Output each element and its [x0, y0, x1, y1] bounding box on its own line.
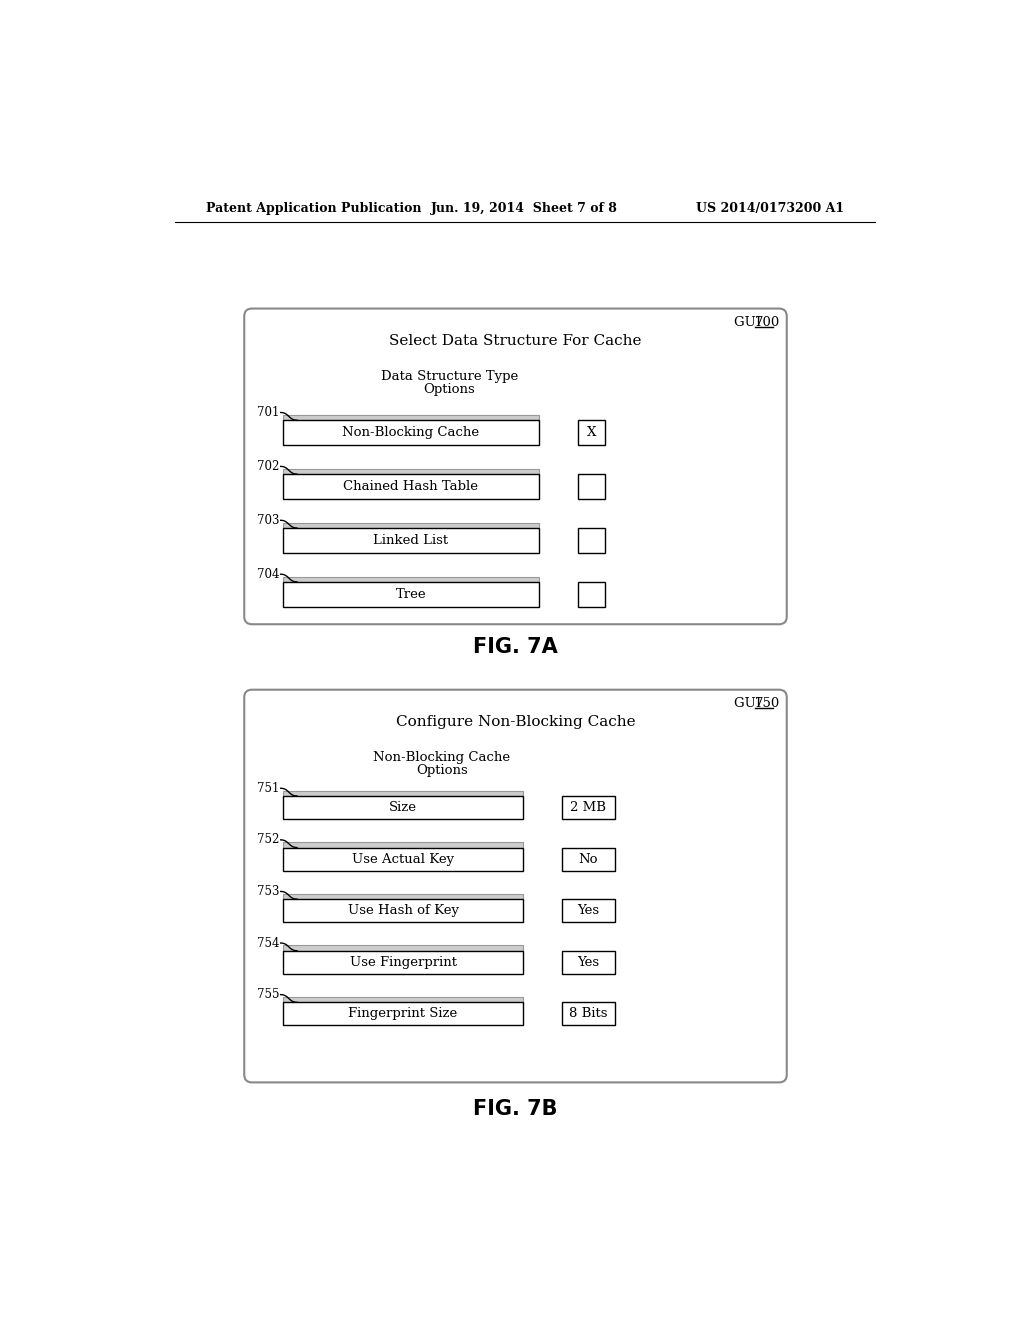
- Bar: [578, 582, 605, 607]
- Text: Select Data Structure For Cache: Select Data Structure For Cache: [389, 334, 642, 348]
- Text: Tree: Tree: [395, 587, 426, 601]
- Text: Options: Options: [416, 764, 468, 777]
- Bar: [283, 950, 523, 974]
- Text: 702: 702: [257, 459, 280, 473]
- Text: Non-Blocking Cache: Non-Blocking Cache: [374, 751, 510, 764]
- Bar: [283, 474, 539, 499]
- Text: 2 MB: 2 MB: [570, 801, 606, 814]
- Bar: [283, 528, 539, 553]
- Text: Linked List: Linked List: [374, 533, 449, 546]
- Bar: [562, 899, 614, 923]
- Text: 750: 750: [756, 697, 780, 710]
- Bar: [283, 420, 539, 445]
- Text: 751: 751: [257, 781, 280, 795]
- Text: Size: Size: [389, 801, 417, 814]
- Bar: [562, 796, 614, 818]
- Text: FIG. 7B: FIG. 7B: [473, 1100, 558, 1119]
- Bar: [283, 1002, 523, 1026]
- Text: Yes: Yes: [578, 904, 599, 917]
- Bar: [283, 894, 523, 899]
- FancyBboxPatch shape: [245, 689, 786, 1082]
- Text: No: No: [579, 853, 598, 866]
- Bar: [283, 577, 539, 582]
- Bar: [283, 899, 523, 923]
- Bar: [562, 1002, 614, 1026]
- Bar: [283, 523, 539, 528]
- Bar: [283, 791, 523, 796]
- Bar: [283, 847, 523, 871]
- Text: GUI: GUI: [733, 315, 765, 329]
- Text: 700: 700: [756, 315, 780, 329]
- Text: Options: Options: [424, 383, 475, 396]
- Text: Fingerprint Size: Fingerprint Size: [348, 1007, 458, 1020]
- Bar: [283, 582, 539, 607]
- Bar: [283, 997, 523, 1002]
- Text: FIG. 7A: FIG. 7A: [473, 638, 558, 657]
- Text: Use Actual Key: Use Actual Key: [352, 853, 455, 866]
- Bar: [578, 420, 605, 445]
- Bar: [283, 842, 523, 847]
- Bar: [283, 945, 523, 950]
- Text: GUI: GUI: [733, 697, 765, 710]
- Text: Configure Non-Blocking Cache: Configure Non-Blocking Cache: [395, 715, 635, 729]
- Text: 754: 754: [257, 936, 280, 949]
- Text: Jun. 19, 2014  Sheet 7 of 8: Jun. 19, 2014 Sheet 7 of 8: [431, 202, 618, 215]
- Text: 704: 704: [257, 568, 280, 581]
- Text: 753: 753: [257, 884, 280, 898]
- Text: 703: 703: [257, 513, 280, 527]
- FancyBboxPatch shape: [245, 309, 786, 624]
- Text: US 2014/0173200 A1: US 2014/0173200 A1: [696, 202, 844, 215]
- Bar: [562, 847, 614, 871]
- Bar: [283, 796, 523, 818]
- Text: Chained Hash Table: Chained Hash Table: [343, 480, 478, 492]
- Text: Patent Application Publication: Patent Application Publication: [206, 202, 421, 215]
- Bar: [283, 414, 539, 420]
- Text: X: X: [587, 426, 596, 440]
- Bar: [283, 469, 539, 474]
- Bar: [578, 528, 605, 553]
- Text: 752: 752: [257, 833, 280, 846]
- Text: 701: 701: [257, 407, 280, 418]
- Text: Use Fingerprint: Use Fingerprint: [349, 956, 457, 969]
- Text: Use Hash of Key: Use Hash of Key: [347, 904, 459, 917]
- Bar: [578, 474, 605, 499]
- Text: Non-Blocking Cache: Non-Blocking Cache: [342, 426, 479, 440]
- Text: 755: 755: [257, 989, 280, 1001]
- Text: Yes: Yes: [578, 956, 599, 969]
- Text: 8 Bits: 8 Bits: [569, 1007, 607, 1020]
- Bar: [562, 950, 614, 974]
- Text: Data Structure Type: Data Structure Type: [381, 370, 518, 383]
